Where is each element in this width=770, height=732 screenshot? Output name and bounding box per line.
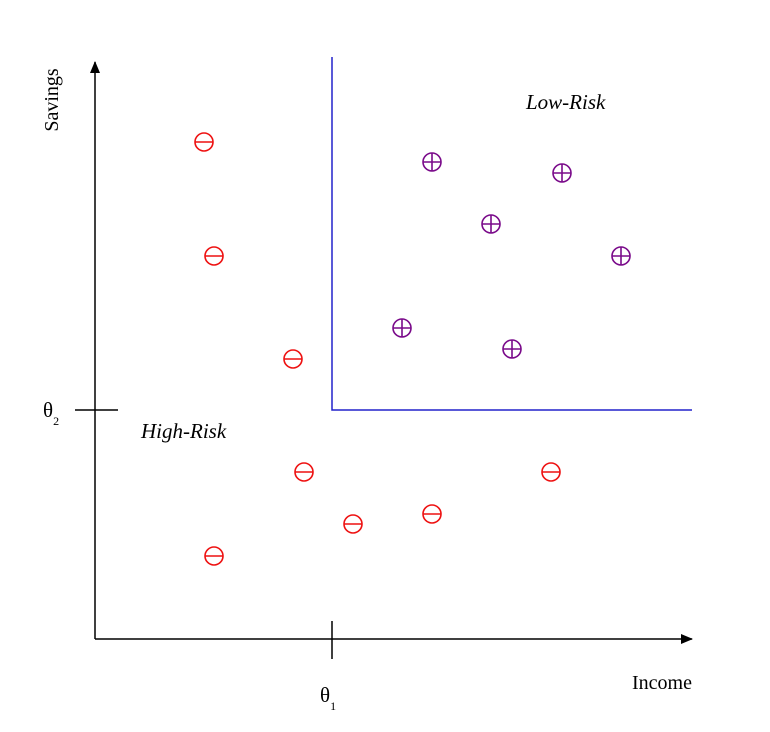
circle-minus-icon bbox=[204, 546, 224, 566]
circle-plus-icon bbox=[392, 318, 412, 338]
circle-minus-icon bbox=[194, 132, 214, 152]
theta2-sub: 2 bbox=[53, 414, 59, 428]
high-risk-label: High-Risk bbox=[140, 419, 227, 443]
circle-plus-icon bbox=[502, 339, 522, 359]
circle-plus-icon bbox=[422, 152, 442, 172]
circle-plus-icon bbox=[481, 214, 501, 234]
positive-points bbox=[392, 152, 631, 359]
y-axis-label: Savings bbox=[41, 68, 63, 132]
circle-minus-icon bbox=[294, 462, 314, 482]
negative-points bbox=[194, 132, 561, 566]
circle-plus-icon bbox=[611, 246, 631, 266]
circle-minus-icon bbox=[283, 349, 303, 369]
theta1-sub: 1 bbox=[330, 699, 336, 713]
theta1-base: θ bbox=[320, 683, 330, 707]
circle-minus-icon bbox=[343, 514, 363, 534]
decision-boundary bbox=[331, 57, 692, 411]
circle-plus-icon bbox=[552, 163, 572, 183]
x-axis-label: Income bbox=[632, 672, 692, 694]
circle-minus-icon bbox=[204, 246, 224, 266]
theta2-base: θ bbox=[43, 398, 53, 422]
theta1-label: θ1 bbox=[320, 683, 336, 713]
circle-minus-icon bbox=[422, 504, 442, 524]
low-risk-label: Low-Risk bbox=[525, 90, 606, 114]
theta2-label: θ2 bbox=[43, 398, 59, 428]
circle-minus-icon bbox=[541, 462, 561, 482]
